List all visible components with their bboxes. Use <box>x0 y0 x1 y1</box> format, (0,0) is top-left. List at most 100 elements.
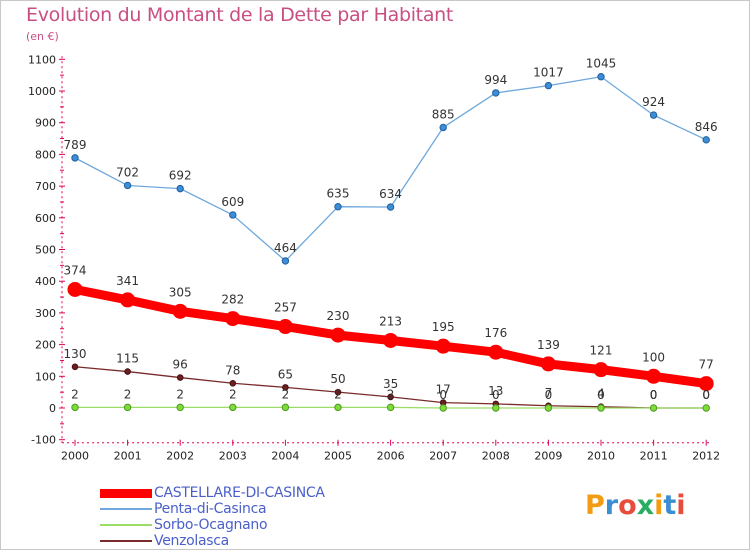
data-label-venzolasca: 17 <box>436 383 451 397</box>
legend-swatch <box>100 540 152 542</box>
data-point-venzolasca <box>334 388 342 396</box>
x-tick-label: 2005 <box>324 450 352 463</box>
data-label-penta-di-casinca: 634 <box>379 187 402 201</box>
logo-letter: i <box>654 490 664 521</box>
logo-letter: x <box>636 490 655 521</box>
data-label-penta-di-casinca: 609 <box>221 195 244 209</box>
chart-title: Evolution du Montant de la Dette par Hab… <box>26 4 454 26</box>
data-label-sorbo-ocagnano: 2 <box>229 387 237 401</box>
data-point-castellare-di-casinca <box>698 376 714 392</box>
data-label-venzolasca: 0 <box>650 388 658 402</box>
y-tick-label: 800 <box>35 148 56 161</box>
x-tick-label: 2002 <box>166 450 194 463</box>
x-tick-label: 2008 <box>482 450 510 463</box>
x-tick-label: 2009 <box>534 450 562 463</box>
data-label-venzolasca: 4 <box>597 387 605 401</box>
data-point-castellare-di-casinca <box>67 281 83 297</box>
data-point-sorbo-ocagnano <box>649 404 658 412</box>
data-label-venzolasca: 78 <box>225 363 240 377</box>
data-point-penta-di-casinca <box>229 211 237 219</box>
x-tick-label: 2001 <box>114 450 142 463</box>
data-label-penta-di-casinca: 994 <box>484 73 507 87</box>
data-point-castellare-di-casinca <box>488 344 504 360</box>
data-point-penta-di-casinca <box>492 89 500 97</box>
data-point-sorbo-ocagnano <box>597 404 605 412</box>
data-label-venzolasca: 7 <box>545 386 553 400</box>
chart-subtitle: (en €) <box>26 30 59 43</box>
data-label-castellare-di-casinca: 195 <box>432 320 455 334</box>
data-label-venzolasca: 65 <box>278 367 293 381</box>
data-point-venzolasca <box>176 374 184 381</box>
data-point-castellare-di-casinca <box>435 338 451 354</box>
legend-swatch <box>100 524 152 526</box>
data-label-castellare-di-casinca: 305 <box>169 285 192 299</box>
data-point-sorbo-ocagnano <box>71 403 79 412</box>
data-point-sorbo-ocagnano <box>281 403 290 412</box>
data-point-castellare-di-casinca <box>330 327 346 343</box>
data-point-penta-di-casinca <box>544 81 553 90</box>
y-tick-label: 1000 <box>28 85 56 98</box>
data-label-venzolasca: 0 <box>702 388 710 402</box>
data-label-penta-di-casinca: 1045 <box>586 57 617 71</box>
data-label-penta-di-casinca: 464 <box>274 241 297 255</box>
y-tick-label: 400 <box>35 275 56 288</box>
data-point-penta-di-casinca <box>334 203 342 211</box>
y-tick-label: 600 <box>35 212 56 225</box>
data-label-venzolasca: 130 <box>64 347 87 361</box>
data-label-venzolasca: 35 <box>383 377 398 391</box>
legend-label: Venzolasca <box>154 533 229 549</box>
data-label-penta-di-casinca: 702 <box>116 165 139 179</box>
data-point-sorbo-ocagnano <box>123 403 132 412</box>
data-point-penta-di-casinca <box>176 184 184 193</box>
data-label-castellare-di-casinca: 374 <box>64 263 87 277</box>
y-tick-label: 500 <box>35 244 56 257</box>
data-label-sorbo-ocagnano: 2 <box>124 387 132 401</box>
data-label-venzolasca: 115 <box>116 352 139 366</box>
data-point-castellare-di-casinca <box>120 292 136 308</box>
data-label-castellare-di-casinca: 139 <box>537 338 560 352</box>
data-label-castellare-di-casinca: 77 <box>699 358 714 372</box>
y-tick-label: 0 <box>49 402 56 415</box>
logo-letter: i <box>676 490 686 521</box>
data-point-castellare-di-casinca <box>225 311 241 327</box>
data-label-sorbo-ocagnano: 0 <box>702 388 710 402</box>
data-point-penta-di-casinca <box>281 257 290 265</box>
data-label-sorbo-ocagnano: 2 <box>387 387 395 401</box>
legend-label: Penta-di-Casinca <box>154 501 267 517</box>
data-label-castellare-di-casinca: 341 <box>116 274 139 288</box>
data-point-sorbo-ocagnano <box>176 403 184 412</box>
data-label-penta-di-casinca: 789 <box>64 138 87 152</box>
data-point-venzolasca <box>229 379 237 387</box>
x-tick-label: 2000 <box>61 450 89 463</box>
logo-letter: o <box>618 490 637 521</box>
logo-letter: t <box>663 490 677 521</box>
data-point-venzolasca <box>282 384 289 391</box>
data-point-castellare-di-casinca <box>593 362 609 378</box>
x-tick-label: 2011 <box>640 450 668 463</box>
data-label-sorbo-ocagnano: 2 <box>71 387 79 401</box>
data-label-penta-di-casinca: 924 <box>642 95 665 109</box>
data-point-venzolasca <box>124 368 131 375</box>
data-label-sorbo-ocagnano: 2 <box>334 387 342 401</box>
x-tick-label: 2007 <box>429 450 457 463</box>
data-label-sorbo-ocagnano: 2 <box>282 387 290 401</box>
data-label-castellare-di-casinca: 121 <box>590 344 613 358</box>
data-point-sorbo-ocagnano <box>702 404 710 412</box>
data-point-penta-di-casinca <box>439 123 447 132</box>
data-label-penta-di-casinca: 1017 <box>533 66 564 80</box>
proxiti-logo: Proxiti <box>585 490 686 521</box>
y-tick-label: 900 <box>35 117 56 130</box>
data-point-sorbo-ocagnano <box>439 404 447 412</box>
data-point-sorbo-ocagnano <box>492 404 500 412</box>
data-point-sorbo-ocagnano <box>229 403 237 412</box>
x-tick-label: 2012 <box>692 450 720 463</box>
legend-swatch <box>100 508 152 510</box>
data-point-penta-di-casinca <box>597 73 605 81</box>
y-tick-label: 200 <box>35 339 56 352</box>
data-label-castellare-di-casinca: 257 <box>274 301 297 315</box>
x-tick-label: 2010 <box>587 450 615 463</box>
x-tick-label: 2004 <box>271 450 299 463</box>
data-point-venzolasca <box>71 363 79 371</box>
data-point-penta-di-casinca <box>702 136 710 144</box>
